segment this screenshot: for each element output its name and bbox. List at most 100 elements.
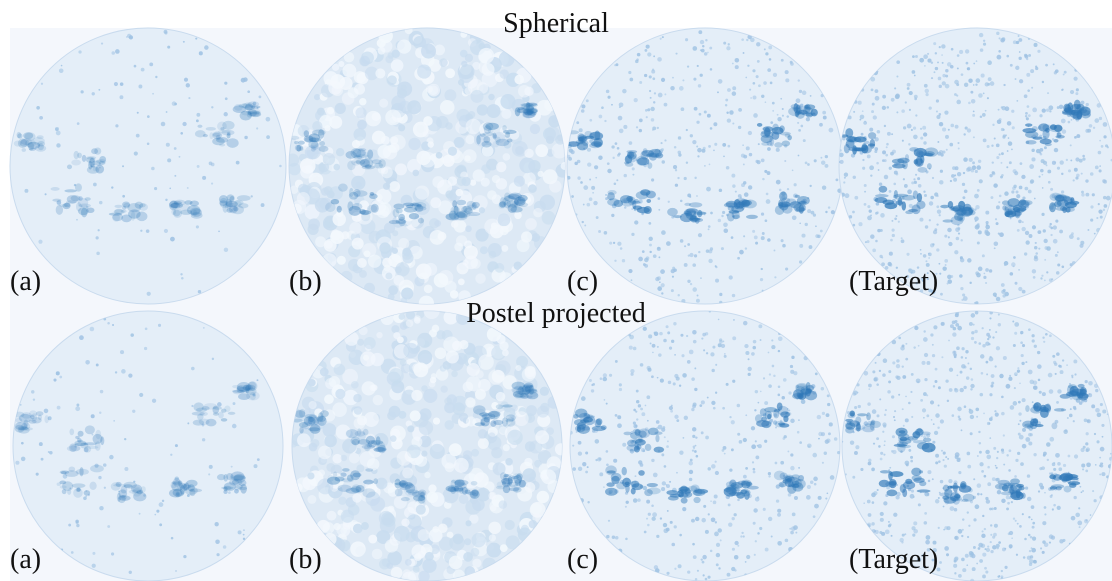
- speckle: [1018, 412, 1021, 415]
- speckle: [540, 387, 549, 396]
- speckle: [751, 352, 755, 356]
- speckle: [938, 460, 941, 463]
- speckle: [849, 215, 852, 218]
- speckle: [658, 256, 660, 258]
- speckle: [1015, 459, 1018, 462]
- speckle: [893, 416, 895, 418]
- speckle: [1019, 525, 1022, 528]
- speckle: [487, 104, 501, 118]
- speckle: [507, 430, 522, 445]
- speckle: [818, 496, 822, 500]
- speckle: [914, 326, 918, 330]
- speckle: [940, 170, 943, 173]
- speckle: [1074, 373, 1076, 375]
- speckle: [965, 350, 968, 353]
- speckle: [1060, 160, 1064, 164]
- speckle: [998, 314, 1000, 316]
- speckle: [496, 392, 506, 402]
- speckle: [149, 62, 153, 66]
- active-region: [911, 468, 921, 476]
- speckle: [872, 501, 875, 504]
- speckle: [701, 400, 705, 404]
- speckle: [954, 356, 957, 359]
- active-region: [75, 183, 82, 191]
- speckle: [758, 143, 760, 145]
- speckle: [923, 54, 928, 59]
- speckle: [372, 131, 386, 145]
- speckle: [474, 472, 489, 487]
- active-region: [136, 212, 147, 222]
- speckle: [604, 399, 606, 401]
- speckle: [734, 541, 738, 545]
- speckle: [732, 184, 735, 187]
- active-region: [792, 481, 800, 485]
- speckle: [93, 183, 97, 187]
- active-region: [90, 465, 104, 473]
- active-region: [763, 126, 774, 131]
- speckle: [696, 146, 698, 148]
- speckle: [912, 55, 915, 58]
- speckle: [332, 85, 344, 97]
- speckle: [713, 407, 716, 410]
- speckle: [180, 273, 182, 275]
- speckle: [604, 120, 606, 122]
- figure: (a)(b)(c)(Target)Spherical(a)(b)(c)(Targ…: [0, 0, 1112, 581]
- speckle: [641, 412, 645, 416]
- speckle: [103, 463, 106, 466]
- speckle: [690, 283, 692, 285]
- speckle: [924, 353, 928, 357]
- speckle: [1015, 520, 1017, 522]
- speckle: [445, 190, 453, 198]
- speckle: [942, 127, 946, 131]
- speckle: [797, 431, 800, 434]
- speckle: [791, 526, 796, 531]
- speckle: [407, 100, 421, 114]
- speckle: [1032, 537, 1036, 541]
- active-region: [845, 419, 853, 422]
- speckle: [389, 406, 401, 418]
- speckle: [867, 500, 871, 504]
- speckle: [158, 324, 161, 327]
- speckle: [525, 218, 537, 230]
- speckle: [975, 311, 979, 315]
- active-region: [219, 143, 225, 146]
- speckle: [212, 358, 214, 360]
- speckle: [609, 374, 612, 377]
- speckle: [376, 332, 382, 338]
- speckle: [667, 440, 669, 442]
- speckle: [752, 230, 755, 233]
- speckle: [137, 112, 139, 114]
- speckle: [996, 467, 998, 469]
- speckle: [1088, 393, 1090, 395]
- speckle: [671, 543, 675, 547]
- speckle: [403, 343, 418, 358]
- active-region: [338, 184, 348, 192]
- speckle: [1018, 38, 1022, 42]
- speckle: [913, 346, 915, 348]
- speckle: [672, 276, 674, 278]
- speckle: [692, 435, 695, 438]
- speckle: [233, 402, 236, 405]
- speckle: [1054, 71, 1057, 74]
- speckle: [962, 568, 966, 572]
- speckle: [402, 248, 411, 257]
- speckle: [702, 333, 706, 337]
- speckle: [1001, 152, 1004, 155]
- speckle: [1101, 145, 1104, 148]
- speckle: [1025, 115, 1027, 117]
- speckle: [984, 528, 986, 530]
- speckle: [752, 461, 754, 463]
- speckle: [998, 50, 1001, 53]
- speckle: [787, 188, 789, 190]
- speckle: [514, 75, 524, 85]
- speckle: [1056, 352, 1060, 356]
- speckle: [690, 459, 693, 462]
- speckle: [59, 68, 64, 73]
- speckle: [942, 74, 945, 77]
- speckle: [902, 345, 905, 348]
- active-region: [798, 201, 806, 204]
- speckle: [706, 352, 708, 354]
- speckle: [359, 270, 367, 278]
- speckle: [983, 413, 985, 415]
- speckle: [985, 548, 987, 550]
